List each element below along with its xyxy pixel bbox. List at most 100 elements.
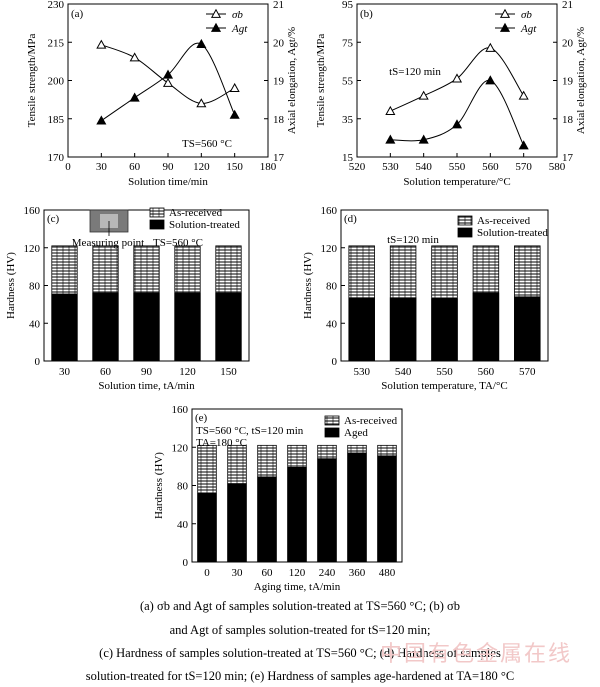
panel-a-legend-marker xyxy=(210,22,222,32)
panel-a-xtick-label: 180 xyxy=(260,161,277,173)
panel-a-series-0-point xyxy=(96,39,107,49)
panel-a-ytick-right-label: 17 xyxy=(273,152,285,164)
panel-c-annotation: TS=560 °C xyxy=(153,237,203,249)
panel-c-xtick-label: 150 xyxy=(220,366,237,378)
panel-c-legend-swatch xyxy=(149,207,165,218)
panel-d-legend-label: Solution-treated xyxy=(477,227,548,239)
panel-a-xtick-label: 150 xyxy=(226,161,243,173)
panel-a-ytick-right-label: 21 xyxy=(273,0,284,11)
panel-b-series-0-point xyxy=(385,105,396,115)
panel-b-ytick-left-label: 15 xyxy=(342,152,354,164)
watermark: 中国有色金属在线 xyxy=(379,642,572,667)
panel-e-xtick-label: 120 xyxy=(289,567,306,579)
panel-b-series-0-point xyxy=(485,42,496,52)
panel-b-series-1-point xyxy=(418,134,429,144)
panel-e-bar-front xyxy=(347,452,367,563)
panel-d-bar-front xyxy=(514,296,541,362)
panel-b-annotation: tS=120 min xyxy=(389,66,441,78)
panel-d-ytick-label: 80 xyxy=(326,281,338,293)
panel-b-series-1-point xyxy=(485,75,496,85)
panel-e-bar-front xyxy=(227,483,247,563)
panel-d-ytick-label: 40 xyxy=(326,318,338,330)
panel-e-xtick-label: 0 xyxy=(204,567,210,579)
panel-d-bar-front xyxy=(472,292,500,362)
panel-c-ylabel: Hardness (HV) xyxy=(5,252,17,319)
panel-b-legend-label: σb xyxy=(521,9,532,21)
panel-a-ytick-right-label: 19 xyxy=(273,76,285,88)
panel-a-legend-label: Agt xyxy=(231,23,248,35)
panel-c-label: (c) xyxy=(47,213,60,225)
figure: (a)0 30 60 90 120 150 180170185200215230171819… xyxy=(5,0,587,593)
caption-line-2: and Agt of samples solution-treated for … xyxy=(169,623,431,637)
caption-line-1: (a) σb and Agt of samples solution-treat… xyxy=(139,599,461,613)
panel-e-legend-swatch xyxy=(324,427,340,438)
panel-a-ytick-left-label: 230 xyxy=(48,0,65,11)
panel-e-ylabel: Hardness (HV) xyxy=(153,452,165,519)
panel-b-legend-label: Agt xyxy=(520,23,537,35)
panel-e-xtick-label: 60 xyxy=(262,567,274,579)
panel-b-series-0-point xyxy=(451,73,463,83)
panel-c-legend-label: As-received xyxy=(169,207,223,219)
panel-a-series-1-point xyxy=(229,109,240,119)
panel-b-ytick-right-label: 21 xyxy=(562,0,573,11)
panel-e-bar-front xyxy=(257,476,277,563)
panel-b-ytick-right-label: 18 xyxy=(562,114,574,126)
panel-a-series-1-point xyxy=(162,69,174,79)
panel-d-legend-swatch xyxy=(457,215,473,226)
panel-b-ytick-right-label: 17 xyxy=(562,152,574,164)
panel-e-legend-label: Aged xyxy=(344,427,368,439)
panel-d-xtick-label: 550 xyxy=(436,366,453,378)
panel-c-xtick-label: 60 xyxy=(100,366,112,378)
panel-b-series-1-point xyxy=(451,119,463,129)
panel-c-bar-front xyxy=(174,292,201,362)
panel-c-xtick-label: 30 xyxy=(59,366,71,378)
panel-b-xtick-label: 540 xyxy=(415,161,432,173)
panel-e-bar-front xyxy=(197,492,217,563)
panel-b-label: (b) xyxy=(360,8,373,20)
panel-b-ylabel-right: Axial elongation, Agt/% xyxy=(575,27,587,134)
panel-b-series-1-line xyxy=(390,79,525,146)
panel-e-ytick-label: 160 xyxy=(172,404,189,416)
panel-e-xtick-label: 480 xyxy=(379,567,396,579)
panel-d-bar-front xyxy=(431,298,458,362)
panel-e-bar-front xyxy=(317,458,337,563)
panel-b-xtick-label: 520 xyxy=(349,161,366,173)
panel-a-annotation: TS=560 °C xyxy=(182,138,232,150)
panel-c-bar-front xyxy=(133,292,160,362)
panel-d-ytick-label: 160 xyxy=(321,205,338,217)
panel-d-legend-swatch xyxy=(457,227,473,238)
panel-e-annotation-line-2: TA=180 °C xyxy=(196,437,247,449)
panel-d-bar-front xyxy=(389,297,417,362)
panel-a-series-0-point xyxy=(129,52,140,62)
panel-d-xlabel: Solution temperature, TA/°C xyxy=(381,380,507,392)
panel-c-ytick-label: 80 xyxy=(29,281,41,293)
panel-d-ytick-label: 0 xyxy=(332,356,338,368)
panel-b-series-0-point xyxy=(418,90,429,100)
caption-line-4: solution-treated for tS=120 min; (e) Har… xyxy=(85,669,515,683)
panel-b-xtick-label: 550 xyxy=(449,161,466,173)
panel-b-xtick-label: 580 xyxy=(549,161,566,173)
panel-a-legend-label: σb xyxy=(232,9,243,21)
panel-b-ytick-left-label: 95 xyxy=(342,0,354,11)
panel-c-inset-label: Measuring point xyxy=(72,237,144,249)
panel-a-series-0-point xyxy=(162,77,174,87)
panel-c-ytick-label: 160 xyxy=(24,205,41,217)
panel-c-ytick-label: 0 xyxy=(35,356,41,368)
panel-e-xtick-label: 240 xyxy=(319,567,336,579)
panel-c-xtick-label: 90 xyxy=(141,366,153,378)
panel-d-xtick-label: 540 xyxy=(395,366,412,378)
panel-c-ytick-label: 120 xyxy=(24,243,41,255)
panel-a-xtick-label: 0 xyxy=(65,161,71,173)
panel-c-xlabel: Solution time, tA/min xyxy=(98,380,195,392)
panel-d-annotation: tS=120 min xyxy=(387,234,439,246)
panel-a-ytick-left-label: 200 xyxy=(48,76,65,88)
panel-a-xtick-label: 120 xyxy=(193,161,210,173)
panel-b-ytick-left-label: 75 xyxy=(342,37,354,49)
panel-a-legend-marker xyxy=(210,8,222,18)
panel-e-label: (e) xyxy=(195,412,208,424)
panel-b-ylabel-left: Tensile strength/MPa xyxy=(315,34,327,128)
panel-b-xlabel: Solution temperature/°C xyxy=(403,176,510,188)
panel-e-ytick-label: 120 xyxy=(172,442,189,454)
panel-b-legend-marker xyxy=(499,8,511,18)
panel-a-xtick-label: 90 xyxy=(163,161,175,173)
